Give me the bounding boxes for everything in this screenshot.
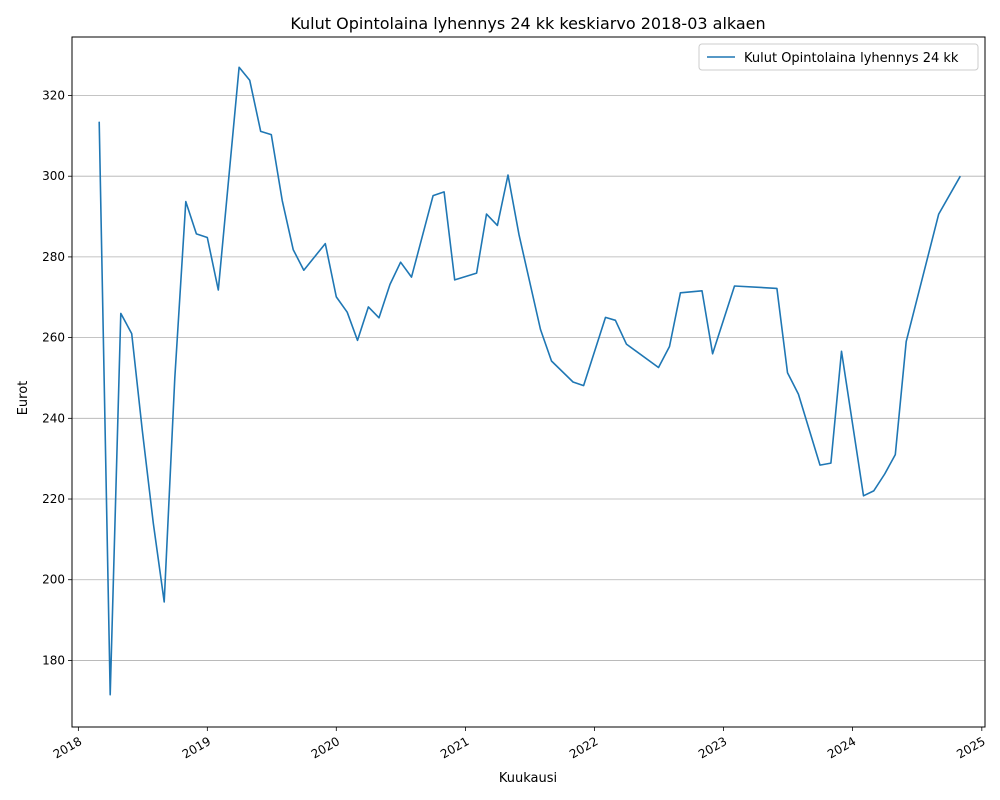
y-tick-label: 300 xyxy=(42,169,65,183)
y-axis-label: Eurot xyxy=(16,381,31,416)
y-tick-label: 280 xyxy=(42,250,65,264)
y-axis: 180 200 220 240 260 280 300 320 xyxy=(42,89,72,667)
y-tick-label: 240 xyxy=(42,411,65,425)
legend: Kulut Opintolaina lyhennys 24 kk xyxy=(698,43,979,71)
series-line xyxy=(98,66,961,696)
y-tick-label: 320 xyxy=(42,89,65,103)
chart-title: Kulut Opintolaina lyhennys 24 kk keskiar… xyxy=(290,14,765,33)
legend-box xyxy=(698,43,979,71)
legend-label: Kulut Opintolaina lyhennys 24 kk xyxy=(744,51,959,66)
y-tick-label: 180 xyxy=(42,653,65,667)
y-tick-label: 200 xyxy=(42,573,65,587)
gridlines xyxy=(72,95,985,661)
x-axis: 2018 2019 2020 2021 2022 2023 2024 2025 xyxy=(51,727,988,761)
y-tick-label: 220 xyxy=(42,492,65,506)
y-tick-label: 260 xyxy=(42,331,65,345)
series-layer xyxy=(98,66,961,696)
plot-frame xyxy=(71,36,986,728)
x-axis-label: Kuukausi xyxy=(499,771,557,786)
